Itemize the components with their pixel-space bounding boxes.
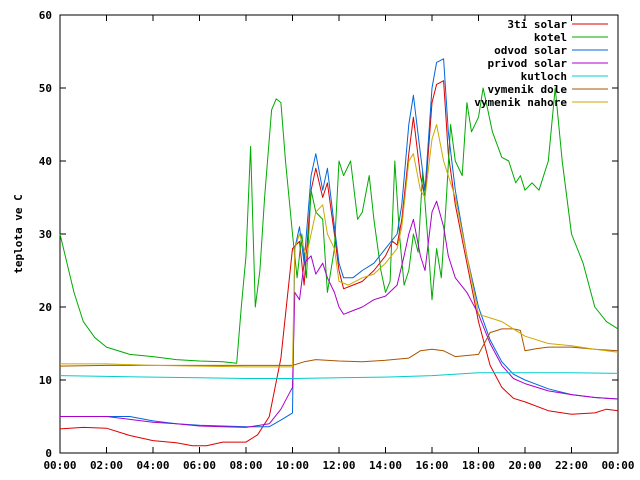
series-line-kutloch [59, 372, 619, 379]
x-tick-label: 22:00 [555, 459, 588, 472]
legend-label: odvod solar [494, 44, 567, 57]
legend-label: vymenik nahore [474, 96, 567, 109]
x-tick-label: 00:00 [43, 459, 76, 472]
y-tick-label: 40 [39, 155, 52, 168]
series-line-vymenik-dole [59, 328, 619, 367]
x-tick-label: 06:00 [183, 459, 216, 472]
x-tick-label: 00:00 [601, 459, 634, 472]
x-tick-label: 18:00 [462, 459, 495, 472]
series-lines [59, 58, 619, 447]
series-line-privod-solar [60, 200, 619, 428]
legend-label: privod solar [488, 57, 568, 70]
x-tick-label: 14:00 [369, 459, 402, 472]
axes: 0 10 20 30 40 50 60 00:00 02:00 04:00 06:00 08:00 10… [39, 9, 635, 472]
y-tick-label: 30 [39, 228, 52, 241]
series-line-odvod-solar [60, 58, 619, 428]
series-line-kotel [59, 87, 619, 364]
y-tick-label: 0 [45, 447, 52, 460]
y-tick-label: 50 [39, 82, 52, 95]
legend-label: kotel [534, 31, 567, 44]
y-tick-label: 10 [39, 374, 52, 387]
series-line-vymenik-nahore [60, 124, 619, 368]
x-tick-label: 08:00 [229, 459, 262, 472]
legend-label: 3ti solar [507, 18, 567, 31]
y-tick-label: 20 [39, 301, 52, 314]
x-tick-label: 16:00 [415, 459, 448, 472]
x-tick-label: 10:00 [276, 459, 309, 472]
x-tick-label: 04:00 [136, 459, 169, 472]
legend-label: kutloch [521, 70, 567, 83]
y-axis-title: teplota ve C [12, 194, 25, 273]
x-tick-label: 12:00 [322, 459, 355, 472]
legend-label: vymenik dole [488, 83, 568, 96]
x-tick-label: 02:00 [90, 459, 123, 472]
x-tick-label: 20:00 [508, 459, 541, 472]
y-tick-label: 60 [39, 9, 52, 22]
